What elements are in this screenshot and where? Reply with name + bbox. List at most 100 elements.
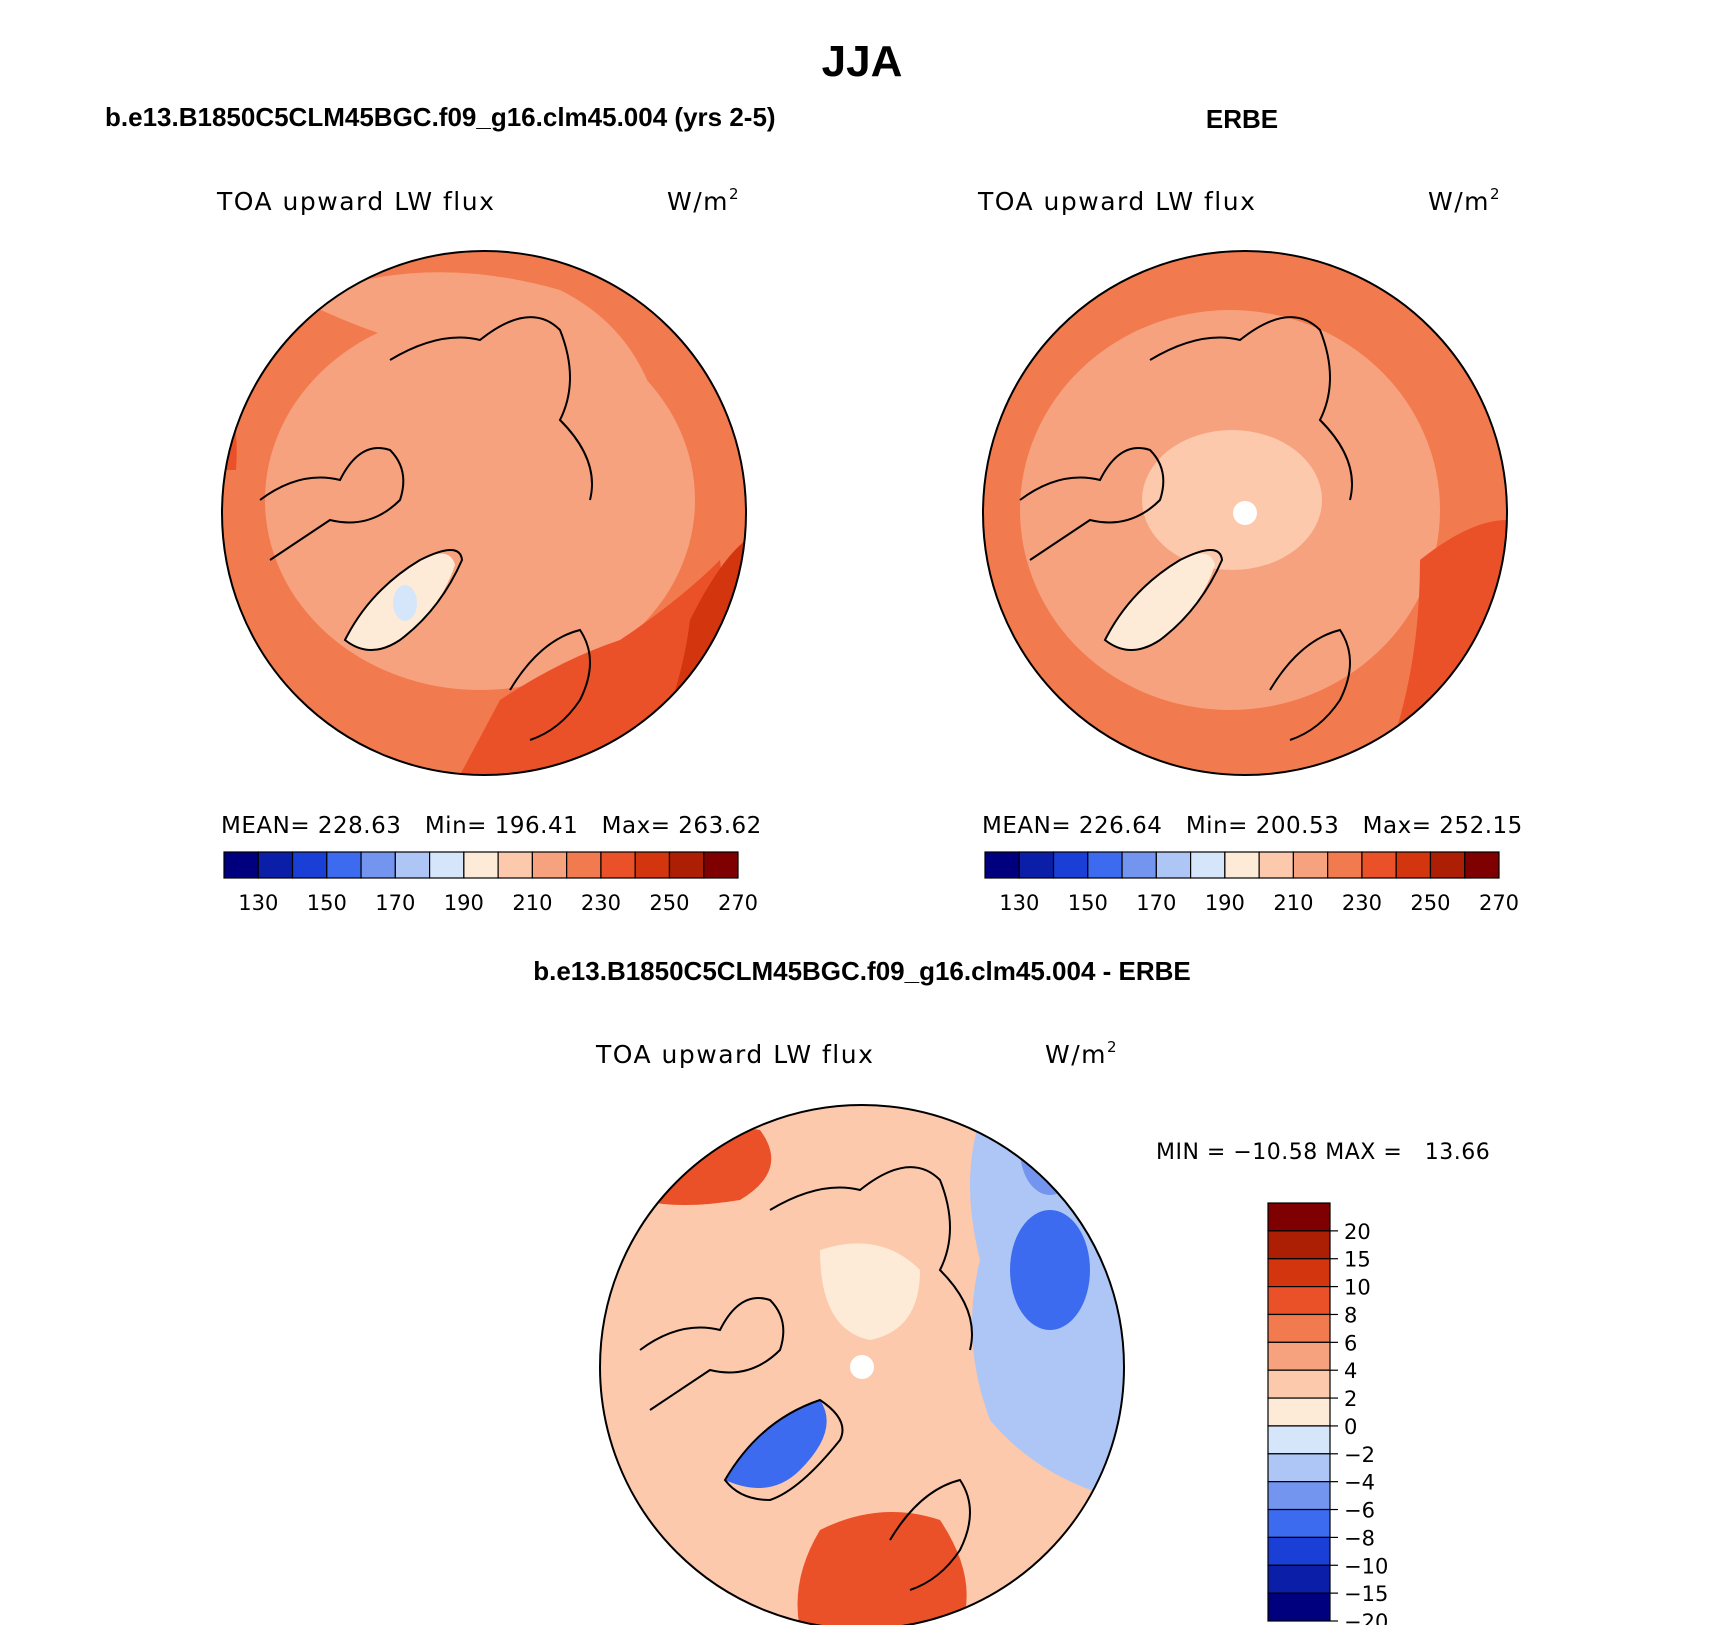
obs-units-base: W/m	[1428, 187, 1490, 216]
diff-colorbar-swatch	[1267, 1258, 1331, 1288]
obs-colorbar-tick-label: 270	[1479, 891, 1519, 915]
model-variable-label: TOA upward LW flux	[216, 187, 495, 216]
obs-colorbar-swatch	[1258, 851, 1294, 879]
obs-colorbar-swatch	[1155, 851, 1192, 879]
diff-colorbar-tick-label: −2	[1344, 1443, 1375, 1467]
diff-colorbar-tick-label: 6	[1344, 1331, 1357, 1355]
obs-units-label: W/m2	[1428, 185, 1501, 216]
model-colorbar-swatch	[600, 851, 636, 879]
obs-colorbar-swatch	[1327, 851, 1363, 879]
diff-colorbar-swatch	[1267, 1564, 1331, 1594]
model-max-label: Max=	[602, 813, 671, 839]
diff-field-neg-greenland	[725, 1400, 827, 1488]
diff-coastline-greenland	[723, 1398, 844, 1502]
obs-colorbar-tick-label: 210	[1273, 891, 1313, 915]
model-units-exp: 2	[729, 185, 740, 203]
model-colorbar-tick-label: 130	[238, 891, 278, 915]
model-coastline-siberia	[389, 316, 593, 501]
obs-field-arctic	[1142, 430, 1322, 570]
model-min-label: Min=	[425, 813, 487, 839]
diff-stats-line: MIN = −10.58 MAX = 13.66	[1156, 1140, 1490, 1165]
model-map-border	[221, 250, 747, 776]
obs-map-border	[982, 250, 1508, 776]
model-panel-title: b.e13.B1850C5CLM45BGC.f09_g16.clm45.004 …	[105, 102, 776, 132]
obs-colorbar-tick-label: 130	[999, 891, 1039, 915]
model-colorbar-swatch	[497, 851, 533, 879]
obs-pole-missing	[1233, 501, 1257, 525]
diff-colorbar-swatch	[1267, 1536, 1331, 1566]
diff-colorbar-swatch	[1267, 1341, 1331, 1371]
main-title: JJA	[822, 37, 903, 86]
model-units-base: W/m	[667, 187, 729, 216]
model-mean-label: MEAN=	[221, 813, 310, 839]
diff-colorbar-tick-label: 15	[1344, 1248, 1371, 1272]
diff-colorbar-swatch	[1267, 1425, 1331, 1455]
model-colorbar-swatch	[326, 851, 362, 879]
diff-colorbar-tick-label: −8	[1344, 1526, 1375, 1550]
diff-units-label: W/m2	[1045, 1038, 1118, 1069]
obs-colorbar-swatch	[1292, 851, 1329, 879]
model-colorbar-swatch	[668, 851, 705, 879]
model-colorbar-tick-label: 270	[718, 891, 758, 915]
diff-pole-missing	[850, 1355, 874, 1379]
diff-colorbar-tick-label: 8	[1344, 1303, 1357, 1327]
obs-colorbar-swatch	[1429, 851, 1466, 879]
obs-greenland-light	[1105, 553, 1215, 650]
obs-colorbar-tick-label: 250	[1410, 891, 1450, 915]
diff-field-zero-center	[820, 1243, 920, 1340]
diff-colorbar-swatch	[1267, 1230, 1331, 1260]
model-min-value: 196.41	[495, 813, 578, 839]
obs-colorbar-swatch	[1121, 851, 1157, 879]
obs-polar-map	[983, 251, 1507, 775]
obs-colorbar-tick-label: 150	[1068, 891, 1108, 915]
diff-colorbar-swatch	[1267, 1202, 1331, 1232]
obs-coastline-siberia	[1149, 316, 1353, 501]
model-units-label: W/m2	[667, 185, 740, 216]
diff-colorbar-tick-label: 0	[1344, 1415, 1357, 1439]
model-coastline-scandinavia	[509, 628, 591, 741]
diff-colorbar-tick-label: −20	[1344, 1610, 1388, 1625]
model-colorbar-tick-label: 230	[581, 891, 621, 915]
diff-colorbar-tick-label: 4	[1344, 1359, 1357, 1383]
model-mean-value: 228.63	[318, 813, 401, 839]
obs-max-value: 252.15	[1439, 813, 1522, 839]
obs-colorbar-tick-label: 170	[1136, 891, 1176, 915]
model-colorbar-swatch	[566, 851, 602, 879]
model-coastline-greenland	[343, 549, 464, 651]
model-colorbar-swatch	[291, 851, 328, 879]
diff-colorbar-tick-label: −6	[1344, 1499, 1375, 1523]
obs-coastline-scandinavia	[1269, 628, 1351, 741]
model-colorbar-swatch	[634, 851, 671, 879]
diff-colorbar-swatch	[1267, 1453, 1331, 1483]
diff-colorbar-swatch	[1267, 1592, 1331, 1622]
model-colorbar-swatch	[703, 851, 739, 879]
diff-colorbar-tick-label: 20	[1344, 1220, 1371, 1244]
model-field-north	[300, 272, 660, 420]
model-colorbar-swatch	[394, 851, 431, 879]
diff-coastline-canada	[639, 1297, 785, 1411]
diff-colorbar-tick-label: −15	[1344, 1582, 1388, 1606]
diff-units-base: W/m	[1045, 1040, 1107, 1069]
obs-units-exp: 2	[1490, 185, 1501, 203]
model-greenland-core	[393, 585, 417, 621]
diff-colorbar-swatch	[1267, 1397, 1331, 1427]
diff-colorbar-tick-label: 2	[1344, 1387, 1357, 1411]
model-coastline-canada	[259, 447, 405, 561]
diff-field-pos-europe	[797, 1512, 967, 1625]
obs-min-value: 200.53	[1256, 813, 1339, 839]
model-field-arctic	[320, 370, 620, 610]
obs-variable-label: TOA upward LW flux	[977, 187, 1256, 216]
diff-coastline-siberia	[769, 1166, 973, 1351]
diff-coastline-scandinavia	[889, 1478, 971, 1591]
diff-colorbar-swatch	[1267, 1285, 1331, 1316]
diff-colorbar-swatch	[1267, 1313, 1331, 1343]
obs-coastline-canada	[1019, 447, 1165, 561]
diff-polar-map	[600, 1105, 1124, 1625]
diff-field-neg-east-core	[1010, 1210, 1090, 1330]
model-colorbar-swatch	[223, 851, 259, 879]
model-colorbar-tick-label: 170	[375, 891, 415, 915]
obs-mean-value: 226.64	[1079, 813, 1162, 839]
obs-min-label: Min=	[1186, 813, 1248, 839]
model-field-west-hot	[222, 380, 237, 470]
model-colorbar-swatch	[257, 851, 294, 879]
